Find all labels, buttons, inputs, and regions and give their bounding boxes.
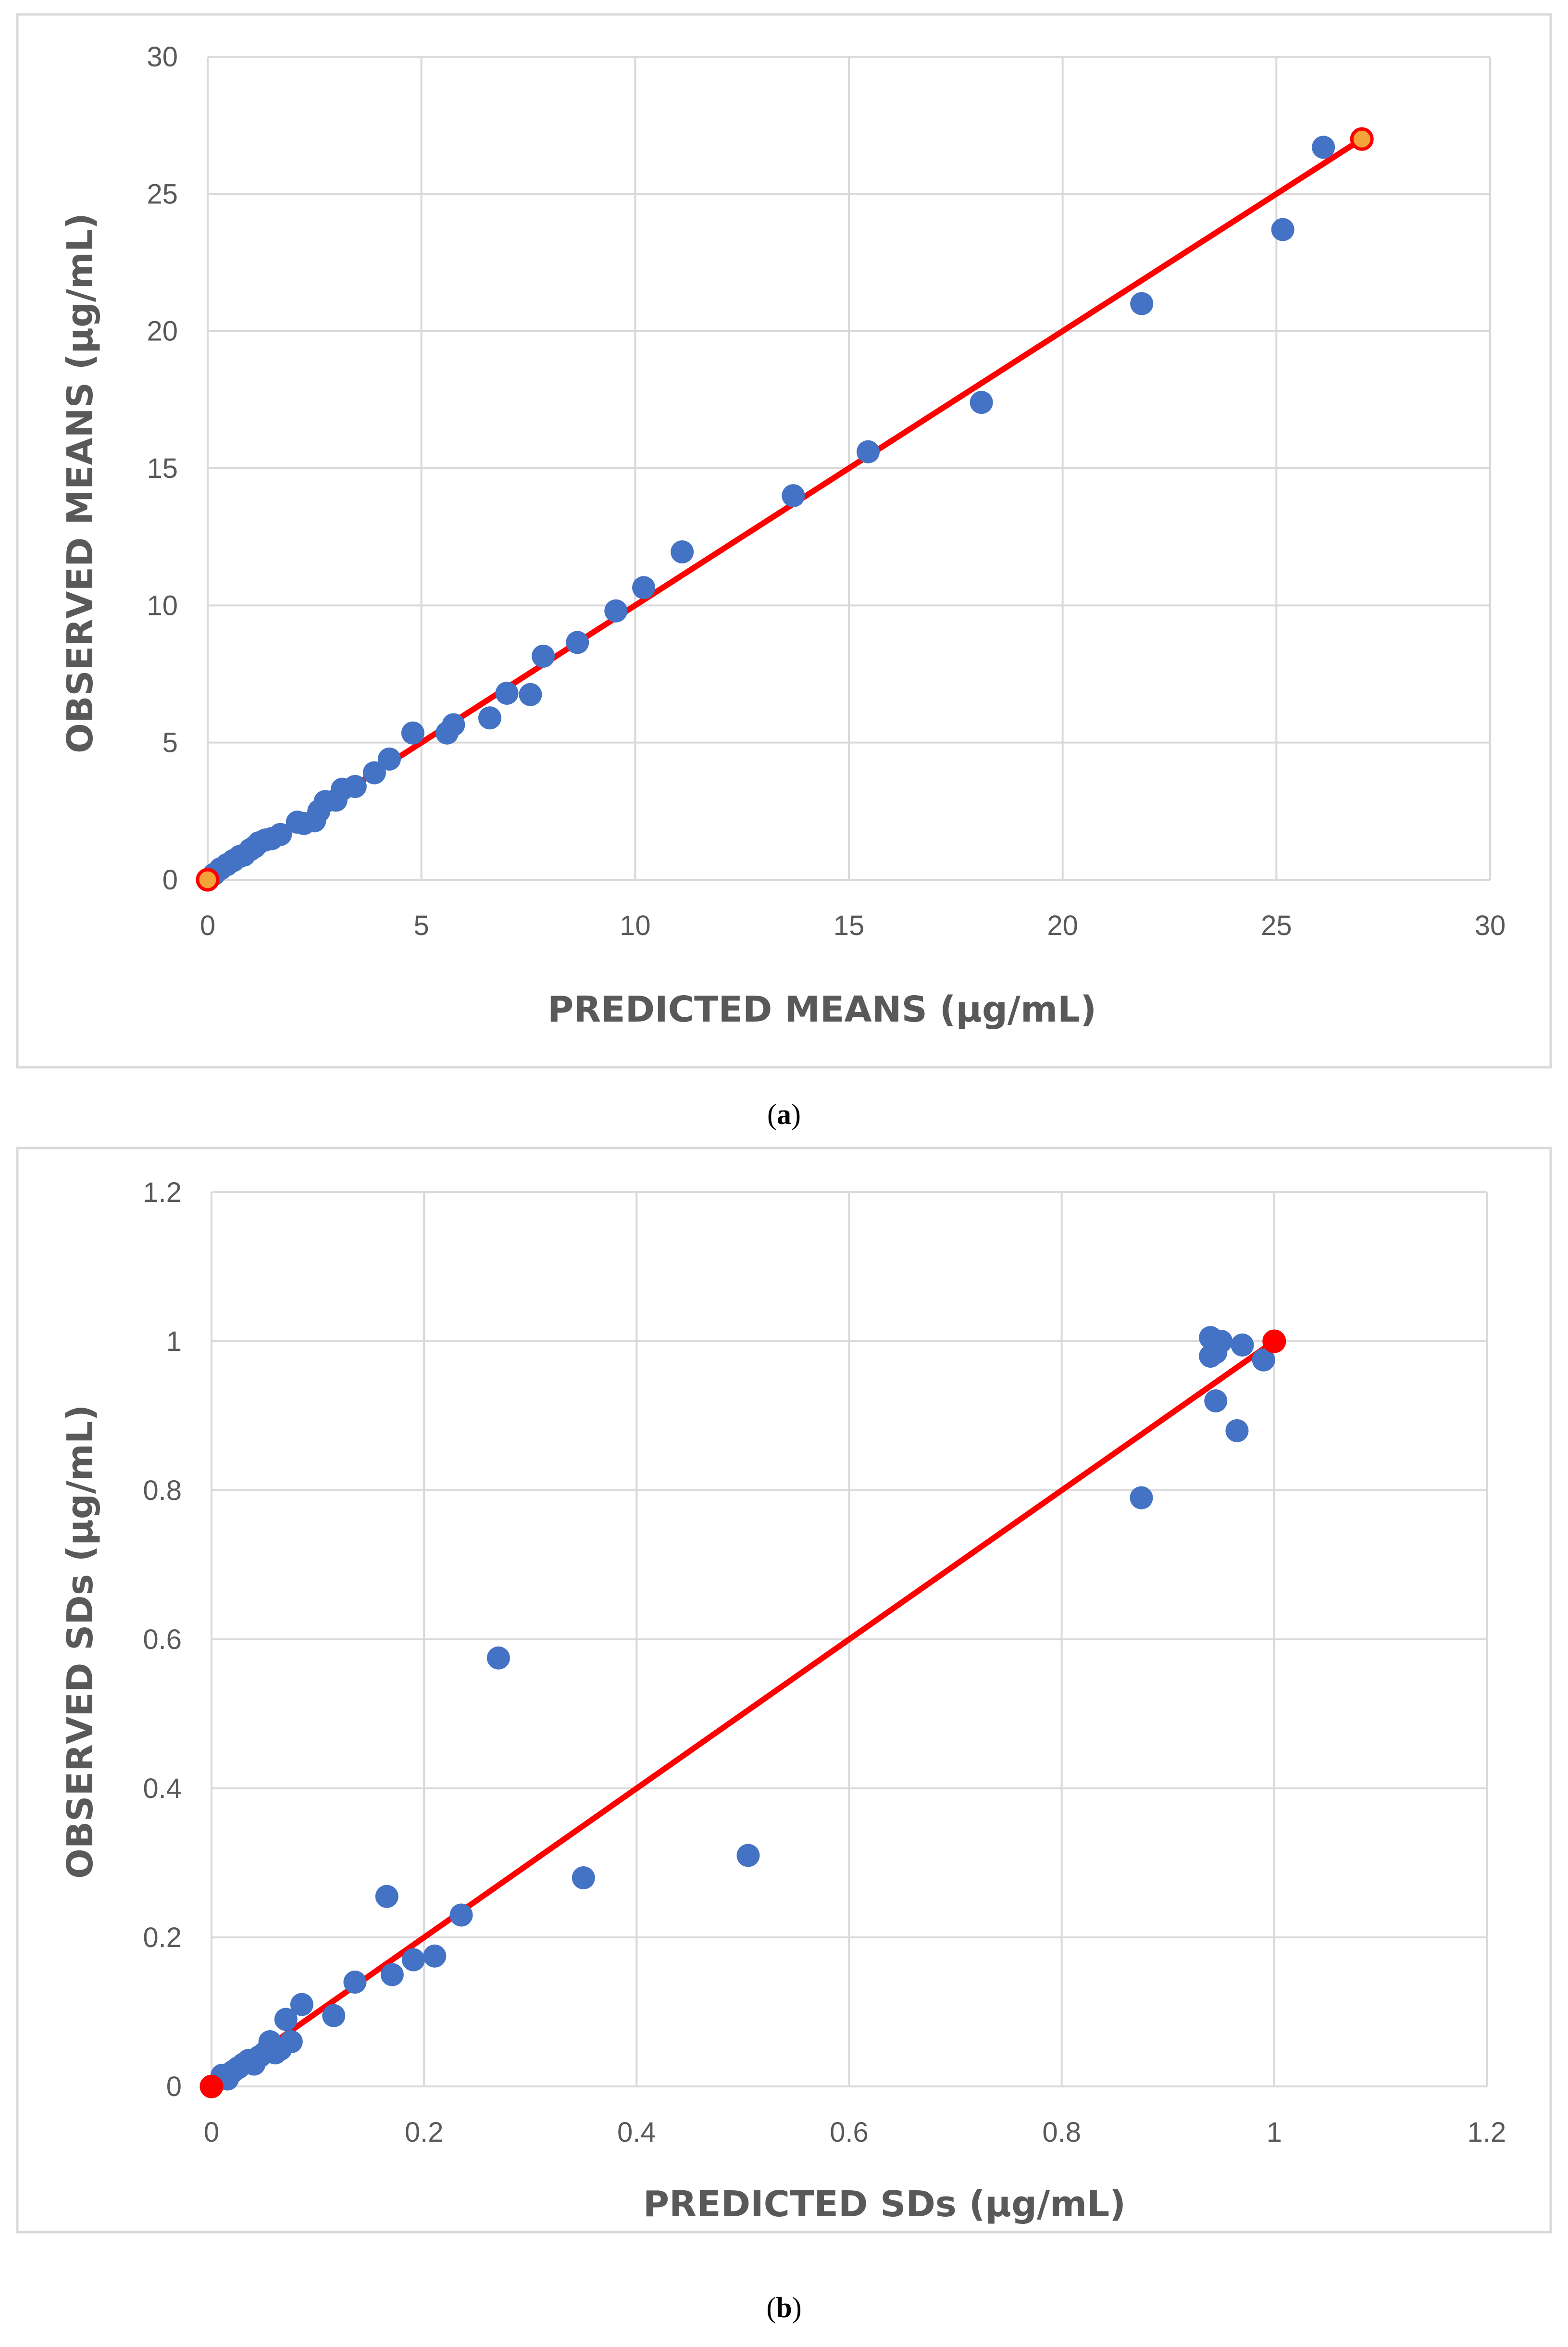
panel-a-x-tick-label-0: 0 — [200, 910, 215, 941]
panel-a-point-35 — [970, 391, 993, 414]
panel-b-point-32 — [1231, 1333, 1254, 1357]
panel-a-point-29 — [566, 631, 589, 654]
panel-b-y-axis-title: OBSERVED SDs (μg/mL) — [60, 1405, 101, 1879]
panel-a-x-tick-label-3: 15 — [834, 910, 865, 941]
panel-b-fit-line-segment — [209, 1338, 1277, 2089]
panel-a-caption: (a) — [767, 1099, 801, 1130]
panel-b-x-tick-label-3: 0.6 — [830, 2117, 869, 2148]
panel-b: 0 0.2 0.4 0.6 0.8 1 1.2 0 0.2 0.4 0.6 0.8 1 1.2 PREDI… — [16, 1147, 1552, 2234]
panel-b-x-tick-label-6: 1.2 — [1468, 2117, 1506, 2148]
panel-b-point-14 — [290, 1993, 313, 2016]
panel-b-y-tick-label-1: 0.2 — [143, 1922, 182, 1953]
panel-b-point-25 — [1130, 1486, 1153, 1510]
panel-b-point-22 — [486, 1646, 510, 1670]
panel-a-point-21 — [377, 747, 401, 771]
panel-b-point-16 — [343, 1971, 367, 1994]
panel-b-y-tick-label-3: 0.6 — [143, 1624, 182, 1655]
panel-b-point-30 — [1209, 1330, 1233, 1353]
panel-a: 0 5 10 15 20 25 30 0 5 10 15 20 25 30 PREDICTED MEANS… — [16, 13, 1552, 1069]
panel-b-point-24 — [736, 1844, 760, 1867]
panel-a-point-38 — [1312, 136, 1335, 159]
panel-b-endpoints — [199, 1329, 1286, 2098]
panel-a-y-tick-label-6: 30 — [147, 41, 178, 73]
panel-a-ticks: 0 5 10 15 20 25 30 0 5 10 15 20 25 30 — [147, 41, 1506, 941]
panel-b-point-23 — [572, 1866, 595, 1889]
panel-a-y-tick-label-1: 5 — [162, 727, 178, 759]
panel-b-point-12 — [274, 2008, 298, 2031]
panel-a-point-30 — [604, 599, 628, 623]
panel-a-point-22 — [401, 721, 424, 745]
panel-a-point-32 — [671, 540, 694, 564]
panel-b-point-15 — [322, 2004, 346, 2027]
panel-a-y-tick-label-5: 25 — [147, 178, 178, 210]
panel-b-y-tick-label-5: 1 — [166, 1326, 182, 1357]
panel-a-fit-endpoint-0 — [196, 868, 220, 892]
panel-b-point-33 — [1252, 1348, 1275, 1372]
panel-b-x-axis-title: PREDICTED SDs (μg/mL) — [643, 2184, 1126, 2225]
panel-a-point-33 — [782, 484, 805, 508]
panel-a-point-24 — [442, 713, 465, 737]
panel-b-point-28 — [1204, 1389, 1228, 1412]
panel-a-endpoints — [196, 127, 1374, 892]
panel-b-fit-endpoint-1 — [1262, 1329, 1286, 1353]
panel-a-point-26 — [495, 681, 519, 705]
panel-b-ticks: 0 0.2 0.4 0.6 0.8 1 1.2 0 0.2 0.4 0.6 0.8 1 1.2 — [143, 1177, 1506, 2148]
panel-b-point-31 — [1225, 1419, 1249, 1442]
panel-b-y-tick-label-2: 0.4 — [143, 1773, 182, 1804]
panel-a-x-tick-label-6: 30 — [1475, 910, 1506, 941]
panel-a-x-tick-label-2: 10 — [620, 910, 651, 941]
panel-a-point-20 — [362, 761, 386, 785]
panel-a-point-27 — [519, 683, 542, 706]
panel-a-y-tick-label-4: 20 — [147, 316, 178, 347]
panel-a-point-37 — [1271, 218, 1294, 241]
panel-a-points — [202, 136, 1335, 886]
panel-a-frame — [16, 13, 1552, 1069]
panel-a-point-36 — [1130, 292, 1154, 315]
panel-b-fit-endpoint-0 — [199, 2074, 224, 2098]
panel-a-x-tick-label-1: 5 — [414, 910, 429, 941]
panel-b-x-tick-label-1: 0.2 — [405, 2117, 444, 2148]
panel-a-point-34 — [857, 440, 880, 463]
panel-b-x-tick-label-2: 0.4 — [617, 2117, 656, 2148]
panel-a-y-axis-title: OBSERVED MEANS (μg/mL) — [60, 213, 101, 753]
panel-a-y-tick-label-0: 0 — [162, 864, 178, 896]
panel-a-x-tick-label-4: 20 — [1047, 910, 1078, 941]
panel-b-y-tick-label-0: 0 — [166, 2071, 182, 2102]
panel-a-point-19 — [343, 774, 367, 798]
panel-b-point-19 — [402, 1948, 425, 1972]
panel-b-y-tick-label-6: 1.2 — [143, 1177, 182, 1208]
panel-a-x-tick-label-5: 25 — [1261, 910, 1292, 941]
panel-a-y-tick-label-2: 10 — [147, 590, 178, 621]
panel-b-point-18 — [380, 1963, 404, 1986]
panel-b-point-13 — [279, 2030, 303, 2053]
panel-b-caption-letter: b — [776, 2292, 792, 2323]
panel-a-y-tick-label-3: 15 — [147, 453, 178, 484]
panel-a-x-axis-title: PREDICTED MEANS (μg/mL) — [548, 989, 1096, 1030]
panel-b-fit-line — [209, 1338, 1277, 2089]
panel-b-y-tick-label-4: 0.8 — [143, 1475, 182, 1506]
panel-a-point-28 — [532, 644, 555, 668]
panel-a-point-11 — [269, 823, 292, 846]
panel-b-x-tick-label-5: 1 — [1267, 2117, 1282, 2148]
panel-a-caption-letter: a — [777, 1099, 791, 1130]
panel-b-caption: (b) — [766, 2292, 801, 2323]
panel-b-x-tick-label-4: 0.8 — [1042, 2117, 1081, 2148]
panel-b-point-17 — [375, 1885, 398, 1908]
panel-b-point-21 — [449, 1903, 473, 1927]
panel-a-point-25 — [478, 706, 501, 730]
panel-b-point-20 — [423, 1944, 447, 1968]
panel-a-fit-endpoint-1 — [1350, 127, 1374, 151]
panel-a-point-31 — [632, 576, 656, 599]
panel-b-x-tick-label-0: 0 — [204, 2117, 219, 2148]
panel-b-grid — [211, 1191, 1488, 2087]
